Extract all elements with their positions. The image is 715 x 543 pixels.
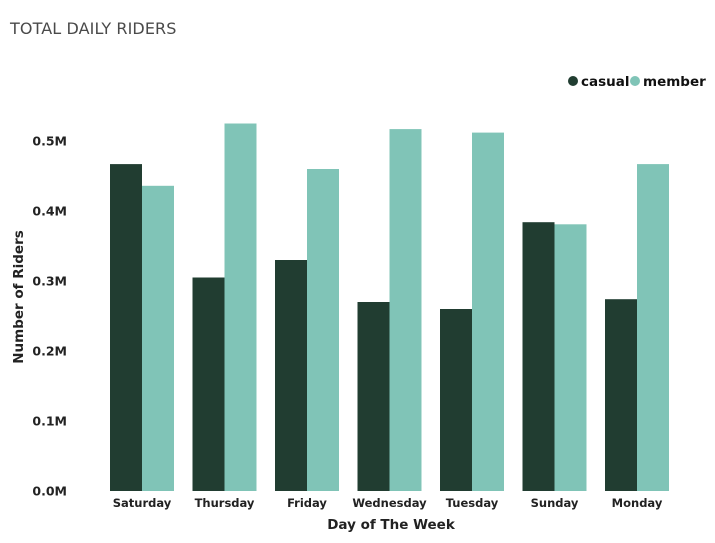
legend-swatch-casual xyxy=(568,76,578,86)
x-tick-label: Thursday xyxy=(195,496,255,510)
legend-label-casual: casual xyxy=(581,74,630,90)
bar-member-thursday xyxy=(224,123,257,491)
x-tick-label: Tuesday xyxy=(446,496,499,510)
bar-member-monday xyxy=(637,164,669,491)
y-tick-label: 0.2M xyxy=(32,344,67,359)
bar-casual-saturday xyxy=(110,164,142,491)
y-axis-title: Number of Riders xyxy=(11,230,27,364)
bar-casual-tuesday xyxy=(440,309,472,491)
chart-title: TOTAL DAILY RIDERS xyxy=(10,19,177,38)
bar-casual-thursday xyxy=(192,277,225,491)
bar-member-sunday xyxy=(554,224,587,492)
x-tick-label: Monday xyxy=(612,496,663,510)
bars-group xyxy=(110,123,669,492)
x-tick-label: Sunday xyxy=(531,496,579,510)
y-tick-label: 0.3M xyxy=(32,274,67,289)
bar-member-wednesday xyxy=(389,129,422,491)
x-axis-ticks: Saturday Thursday Friday Wednesday Tuesday Su… xyxy=(113,496,663,510)
bar-member-friday xyxy=(307,169,339,491)
y-axis-ticks: 0.0M 0.1M 0.2M 0.3M 0.4M 0.5M xyxy=(32,134,67,499)
y-tick-label: 0.0M xyxy=(32,484,67,499)
y-tick-label: 0.1M xyxy=(32,414,67,429)
legend-label-member: member xyxy=(643,74,706,90)
bar-casual-monday xyxy=(605,299,637,491)
x-tick-label: Wednesday xyxy=(352,496,427,510)
bar-casual-wednesday xyxy=(357,302,390,491)
legend-swatch-member xyxy=(630,76,640,86)
bar-member-tuesday xyxy=(472,132,504,491)
x-tick-label: Saturday xyxy=(113,496,172,510)
y-tick-label: 0.5M xyxy=(32,134,67,149)
bar-casual-friday xyxy=(275,260,307,491)
x-axis-title: Day of The Week xyxy=(327,517,456,533)
y-tick-label: 0.4M xyxy=(32,204,67,219)
bar-casual-sunday xyxy=(522,222,555,491)
legend: casual member xyxy=(568,74,706,90)
x-tick-label: Friday xyxy=(287,496,327,510)
bar-member-saturday xyxy=(142,185,174,492)
